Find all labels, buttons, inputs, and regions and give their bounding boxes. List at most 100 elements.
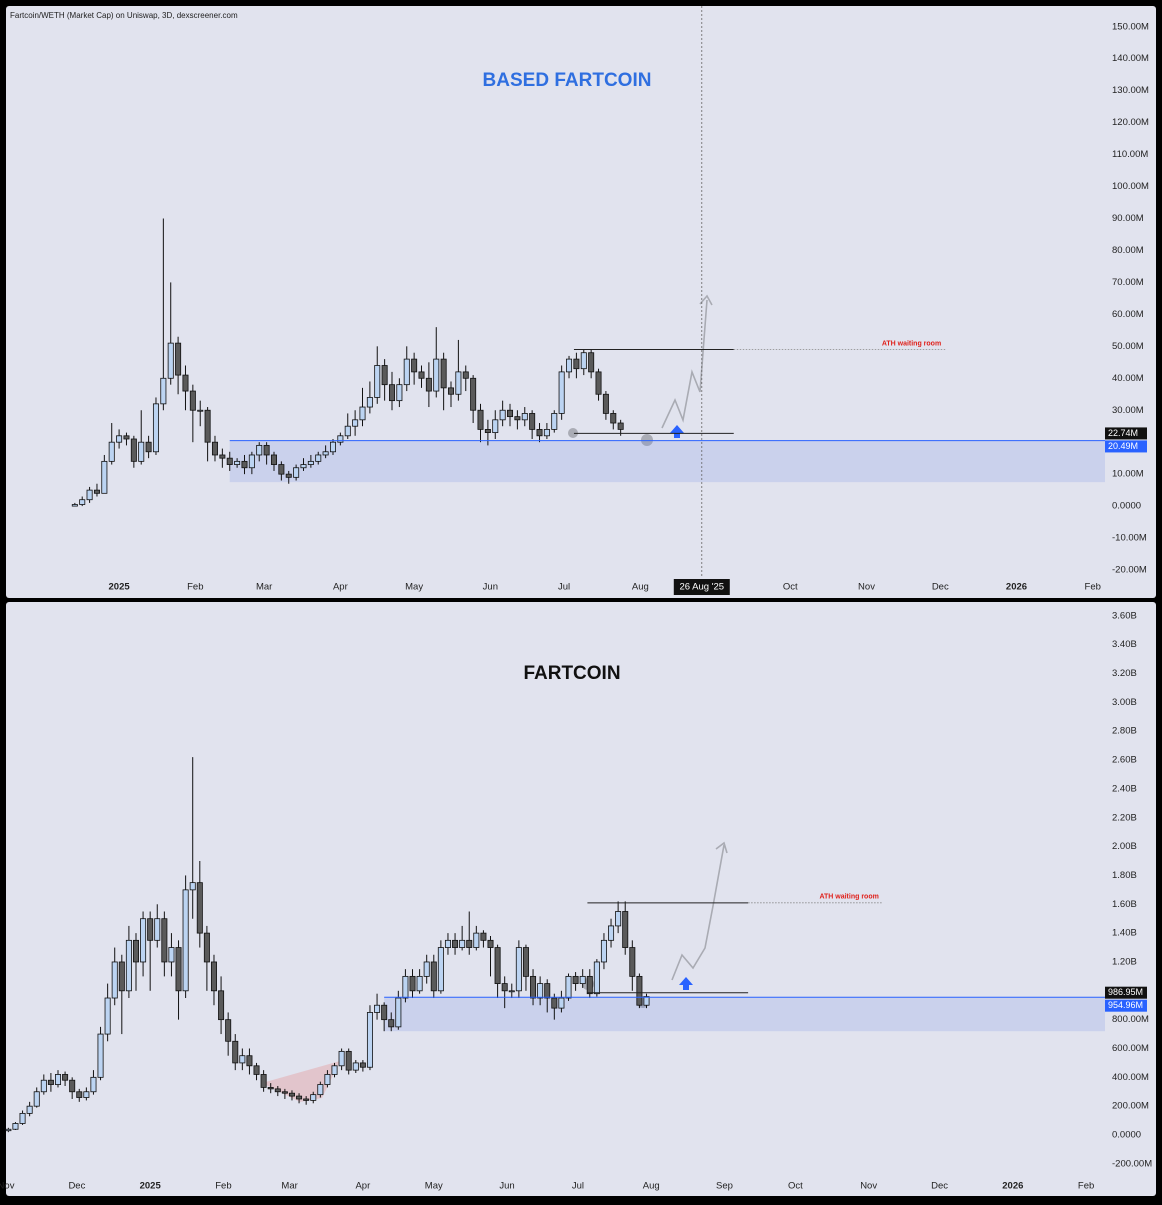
x-tick-label: Nov (0, 1181, 15, 1192)
candle-body (359, 1062, 366, 1068)
candle-body (204, 409, 211, 443)
up-arrow (670, 425, 693, 990)
y-tick-label: 200.00M (1112, 1101, 1149, 1112)
candle-body (303, 1098, 310, 1101)
candle-body (515, 947, 522, 992)
candle-body (388, 1019, 395, 1028)
crosshair-tag (673, 579, 730, 595)
candle-body (246, 1055, 253, 1067)
y-tick-label: 90.00M (1112, 213, 1144, 224)
x-tick-label: Feb (1085, 582, 1101, 593)
y-tick-label: 800.00M (1112, 1014, 1149, 1025)
candle-body (267, 1087, 274, 1090)
y-tick-label: 0.0000 (1112, 1130, 1141, 1141)
candle-body (374, 365, 381, 398)
x-tick-label: Jun (483, 582, 498, 593)
candle-body (71, 504, 78, 507)
x-tick-label: Feb (215, 1181, 231, 1192)
candle-body (329, 441, 336, 453)
price-tag (1105, 427, 1147, 440)
y-tick-label: 1.20B (1112, 956, 1137, 967)
x-tick-label: 2025 (140, 1181, 162, 1192)
price-tag-label: 954.96M (1108, 1000, 1143, 1010)
x-tick-label: Mar (281, 1181, 297, 1192)
panel (6, 6, 1156, 598)
candle-body (499, 409, 506, 421)
candle-body (579, 975, 586, 984)
y-tick-label: 1.40B (1112, 928, 1137, 939)
candle-body (492, 419, 499, 434)
y-tick-label: 0.0000 (1112, 501, 1141, 512)
candle-body (331, 1065, 338, 1075)
y-tick-label: 100.00M (1112, 181, 1149, 192)
candle-body (189, 882, 196, 891)
candle-body (381, 365, 388, 386)
y-tick-label: 70.00M (1112, 277, 1144, 288)
y-tick-label: 3.20B (1112, 668, 1137, 679)
candle-body (477, 409, 484, 430)
candle-body (395, 997, 402, 1028)
candle-body (154, 918, 161, 941)
candle-body (366, 1012, 373, 1068)
crosshair-label: 26 Aug '25 (679, 582, 724, 593)
candle-body (86, 489, 93, 501)
annotation: ATH waiting room (882, 340, 941, 347)
candle-body (196, 882, 203, 934)
candle-body (338, 1050, 345, 1067)
candle-body (374, 1004, 381, 1013)
candle-body (352, 1062, 359, 1071)
candle-body (514, 416, 521, 421)
candle-body (104, 997, 111, 1035)
candle-body (310, 1094, 317, 1101)
candle-body (12, 1123, 19, 1130)
x-tick-label: Feb (187, 582, 203, 593)
x-tick-label: Nov (860, 1181, 877, 1192)
candle-body (182, 889, 189, 992)
x-tick-label: Oct (783, 582, 798, 593)
annotation: ATH waiting room (819, 894, 878, 901)
candle-body (411, 358, 418, 373)
candle-body (416, 975, 423, 992)
candle-body (352, 419, 359, 427)
candle-body (602, 393, 609, 414)
y-tick-label: 50.00M (1112, 341, 1144, 352)
candle-body (210, 961, 217, 992)
candle-body (307, 460, 314, 465)
x-tick-label: Aug (643, 1181, 660, 1192)
candle-body (83, 1091, 90, 1098)
price-tag-label: 986.95M (1108, 987, 1143, 997)
candle-body (315, 454, 322, 462)
candle-body (636, 975, 643, 1006)
candle-body (253, 1065, 260, 1075)
candle-body (167, 342, 174, 379)
candle-body (409, 975, 416, 992)
x-tick-label: Jun (499, 1181, 514, 1192)
candle-body (256, 444, 263, 456)
candle-body (537, 983, 544, 999)
y-tick-label: 130.00M (1112, 85, 1149, 96)
candle-body (278, 464, 285, 475)
x-tick-label: May (405, 582, 423, 593)
x-tick-label: 2025 (109, 582, 131, 593)
candle-body (54, 1074, 61, 1085)
x-tick-label: Sep (716, 1181, 733, 1192)
candle-body (218, 990, 225, 1021)
y-tick-label: 80.00M (1112, 245, 1144, 256)
candle-body (522, 947, 529, 977)
candle-body (125, 939, 132, 992)
candle-body (108, 441, 115, 462)
candle-body (588, 352, 595, 373)
candle-body (168, 947, 175, 963)
candle-body (344, 425, 351, 437)
x-tick-label: May (425, 1181, 443, 1192)
candle-body (33, 1091, 40, 1107)
candle-body (366, 397, 373, 408)
candle-body (317, 1084, 324, 1096)
chart-title: FARTCOIN (523, 663, 620, 684)
price-tag-label: 22.74M (1108, 428, 1138, 438)
candle-body (558, 371, 565, 414)
candle-body (345, 1050, 352, 1071)
candle-body (462, 371, 469, 379)
